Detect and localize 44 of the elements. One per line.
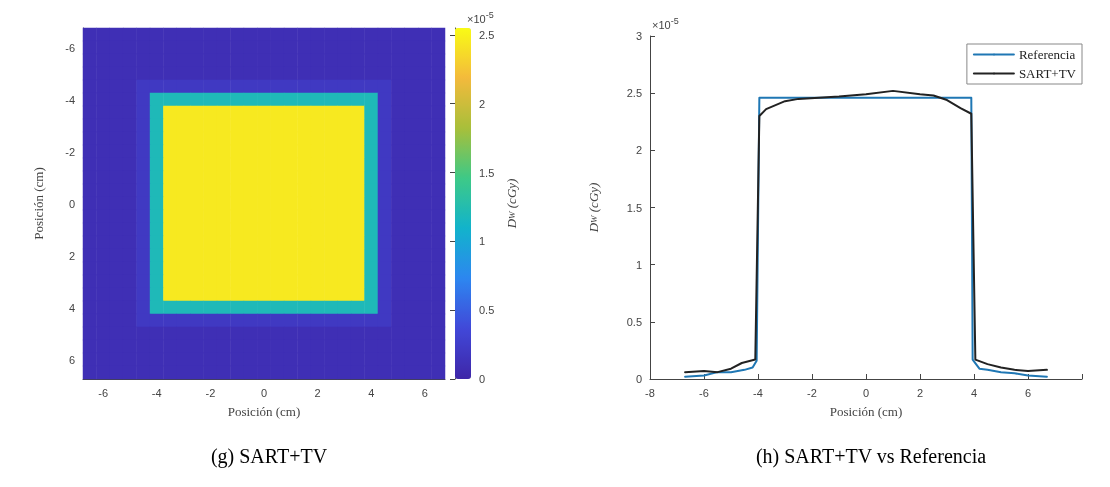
- color-bar-label: 2: [479, 97, 486, 110]
- y-tick-label: 0: [68, 197, 75, 210]
- x-tick-label: 0: [862, 386, 870, 399]
- color-bar-label: 1: [479, 235, 486, 248]
- x-axis-title: Posición (cm): [829, 404, 903, 419]
- y-tick-label: 6: [68, 353, 75, 366]
- x-tick-label: 4: [970, 386, 978, 399]
- color-bar-label: 2.5: [479, 28, 495, 41]
- legend-label: SART+TV: [1018, 66, 1077, 81]
- y-tick-label: 0: [635, 373, 642, 385]
- x-tick-label: -2: [205, 386, 216, 399]
- x-tick-label: -8: [645, 386, 655, 399]
- x-tick-label: 6: [1024, 386, 1032, 399]
- x-tick-label: -2: [807, 386, 817, 399]
- y-tick-label: -2: [65, 145, 75, 158]
- x-tick-label: -4: [753, 386, 763, 399]
- y-tick-label: -4: [65, 93, 75, 106]
- text: (g) SART+TV: [210, 445, 328, 468]
- x-tick-label: -6: [699, 386, 709, 399]
- color-bar-label: 0: [479, 373, 486, 385]
- y-tick-label: 1: [635, 258, 642, 271]
- text: (h) SART+TV vs Referencia: [755, 445, 987, 468]
- x-axis-title: Posición (cm): [227, 404, 301, 419]
- x-tick-label: 2: [314, 386, 321, 399]
- color-bar-label: 0.5: [479, 304, 495, 317]
- y-tick-label: 0.5: [626, 315, 642, 328]
- y-tick-label: 4: [68, 301, 75, 314]
- x-tick-label: -4: [151, 386, 162, 399]
- y-tick-label: 2: [68, 249, 75, 262]
- x-tick-label: 4: [368, 386, 375, 399]
- y-tick-label: 2.5: [626, 87, 642, 100]
- y-tick-label: 2: [635, 144, 642, 157]
- y-axis-title: Posición (cm): [31, 167, 46, 240]
- y-tick-label: 3: [635, 30, 642, 42]
- x-tick-label: 6: [421, 386, 428, 399]
- legend-label: Referencia: [1018, 47, 1076, 62]
- y-tick-label: 1.5: [626, 201, 642, 214]
- x-tick-label: 0: [260, 386, 268, 399]
- x-tick-label: -6: [98, 386, 108, 399]
- color-bar-title: DW (cGy): [504, 178, 519, 230]
- y-axis-title: DW (cGy): [586, 182, 601, 234]
- x-tick-label: 2: [916, 386, 924, 399]
- y-tick-label: -6: [65, 41, 75, 54]
- color-bar-label: 1.5: [479, 166, 495, 179]
